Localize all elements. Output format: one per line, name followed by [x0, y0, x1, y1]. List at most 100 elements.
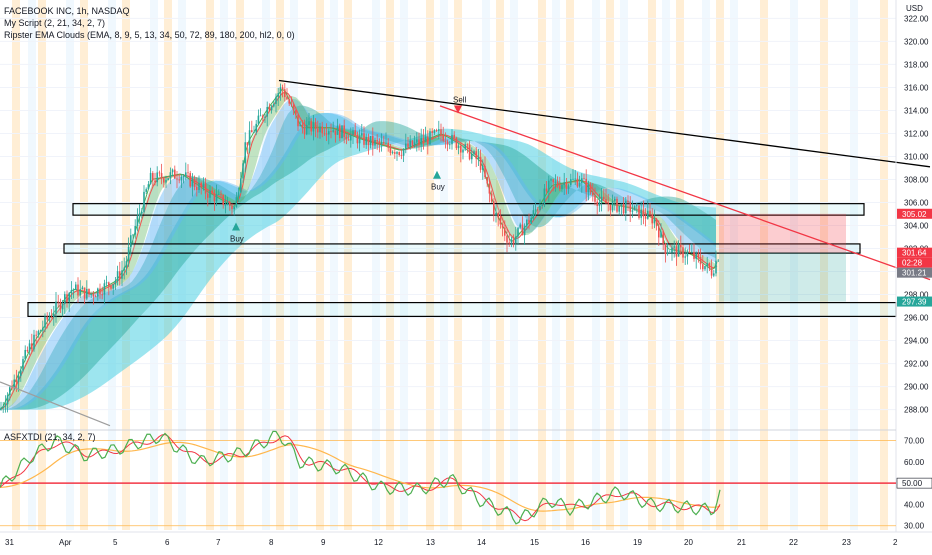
candle[interactable] — [594, 195, 596, 202]
candle[interactable] — [589, 184, 592, 193]
candle[interactable] — [334, 130, 337, 135]
candle[interactable] — [616, 198, 618, 212]
candle[interactable] — [539, 205, 541, 210]
candle[interactable] — [198, 182, 200, 191]
risk-box[interactable] — [719, 213, 846, 253]
candle[interactable] — [715, 260, 717, 274]
candle[interactable] — [356, 135, 359, 144]
candle[interactable] — [548, 180, 550, 192]
candle[interactable] — [598, 202, 601, 206]
candle[interactable] — [541, 205, 543, 207]
candle[interactable] — [361, 133, 363, 136]
candle[interactable] — [633, 205, 636, 211]
candle[interactable] — [224, 204, 227, 206]
candle[interactable] — [684, 256, 686, 258]
candle[interactable] — [328, 131, 330, 135]
candle[interactable] — [141, 211, 143, 214]
candle[interactable] — [567, 185, 570, 189]
candle[interactable] — [332, 130, 334, 132]
candle[interactable] — [185, 172, 187, 177]
reward-box[interactable] — [719, 252, 846, 302]
candle[interactable] — [330, 131, 332, 132]
candle[interactable] — [383, 141, 385, 144]
script-legend[interactable]: My Script (2, 21, 34, 2, 7) — [4, 18, 106, 28]
candle[interactable] — [605, 198, 607, 204]
candle[interactable] — [603, 196, 605, 199]
candle[interactable] — [182, 176, 185, 178]
candle[interactable] — [394, 152, 396, 154]
candle[interactable] — [154, 180, 156, 183]
candle[interactable] — [213, 193, 216, 202]
candle[interactable] — [704, 266, 706, 270]
candle[interactable] — [297, 114, 299, 127]
candle[interactable] — [70, 290, 73, 293]
candle[interactable] — [303, 127, 306, 135]
candle[interactable] — [156, 172, 158, 183]
candle[interactable] — [187, 172, 189, 174]
candle[interactable] — [204, 183, 207, 194]
candle[interactable] — [611, 201, 614, 211]
candle[interactable] — [537, 209, 539, 211]
candle[interactable] — [501, 224, 504, 228]
candle[interactable] — [81, 287, 84, 290]
candle[interactable] — [17, 376, 20, 382]
candle[interactable] — [244, 142, 246, 164]
candle[interactable] — [658, 226, 660, 238]
candle[interactable] — [121, 270, 123, 279]
candle[interactable] — [477, 157, 480, 159]
candle[interactable] — [149, 173, 152, 185]
candle[interactable] — [409, 140, 411, 148]
candle[interactable] — [143, 191, 145, 212]
candle[interactable] — [211, 190, 213, 194]
candle[interactable] — [369, 136, 372, 146]
candle[interactable] — [607, 203, 609, 205]
candle[interactable] — [301, 124, 304, 128]
candle[interactable] — [438, 129, 440, 131]
candle[interactable] — [264, 116, 266, 118]
candle[interactable] — [191, 179, 194, 187]
candle[interactable] — [222, 194, 224, 205]
candle[interactable] — [374, 139, 376, 146]
candle[interactable] — [6, 395, 9, 405]
candle[interactable] — [578, 182, 581, 187]
candle[interactable] — [653, 218, 656, 224]
candle[interactable] — [317, 128, 319, 133]
candle[interactable] — [627, 200, 629, 203]
candle[interactable] — [691, 251, 693, 253]
candle[interactable] — [270, 106, 273, 111]
candle[interactable] — [649, 210, 651, 215]
candle[interactable] — [644, 216, 647, 219]
candle[interactable] — [277, 93, 279, 97]
candle[interactable] — [389, 147, 392, 153]
candle[interactable] — [347, 139, 350, 141]
candle[interactable] — [488, 183, 491, 194]
candle[interactable] — [202, 183, 205, 188]
candle[interactable] — [446, 141, 449, 145]
candle[interactable] — [396, 152, 398, 154]
candle[interactable] — [559, 185, 561, 189]
candle[interactable] — [77, 284, 79, 296]
candle[interactable] — [402, 149, 405, 156]
candle[interactable] — [237, 192, 240, 198]
candle[interactable] — [693, 251, 695, 259]
candle[interactable] — [486, 177, 488, 184]
candle[interactable] — [136, 216, 139, 227]
candle[interactable] — [618, 206, 620, 212]
candle[interactable] — [325, 133, 328, 135]
ema-legend[interactable]: Ripster EMA Clouds (EMA, 8, 9, 5, 13, 34… — [4, 30, 295, 40]
candle[interactable] — [622, 203, 625, 214]
candle[interactable] — [695, 253, 697, 259]
candle[interactable] — [506, 235, 508, 243]
candle[interactable] — [473, 151, 475, 155]
candle[interactable] — [592, 192, 594, 196]
candle[interactable] — [400, 154, 403, 156]
candle[interactable] — [504, 227, 506, 236]
candle[interactable] — [468, 144, 471, 160]
candle[interactable] — [209, 190, 211, 198]
candle[interactable] — [495, 213, 497, 215]
candle[interactable] — [127, 247, 130, 262]
candle[interactable] — [176, 178, 178, 180]
candle[interactable] — [440, 129, 442, 135]
candle[interactable] — [636, 205, 638, 207]
candle[interactable] — [295, 110, 297, 115]
